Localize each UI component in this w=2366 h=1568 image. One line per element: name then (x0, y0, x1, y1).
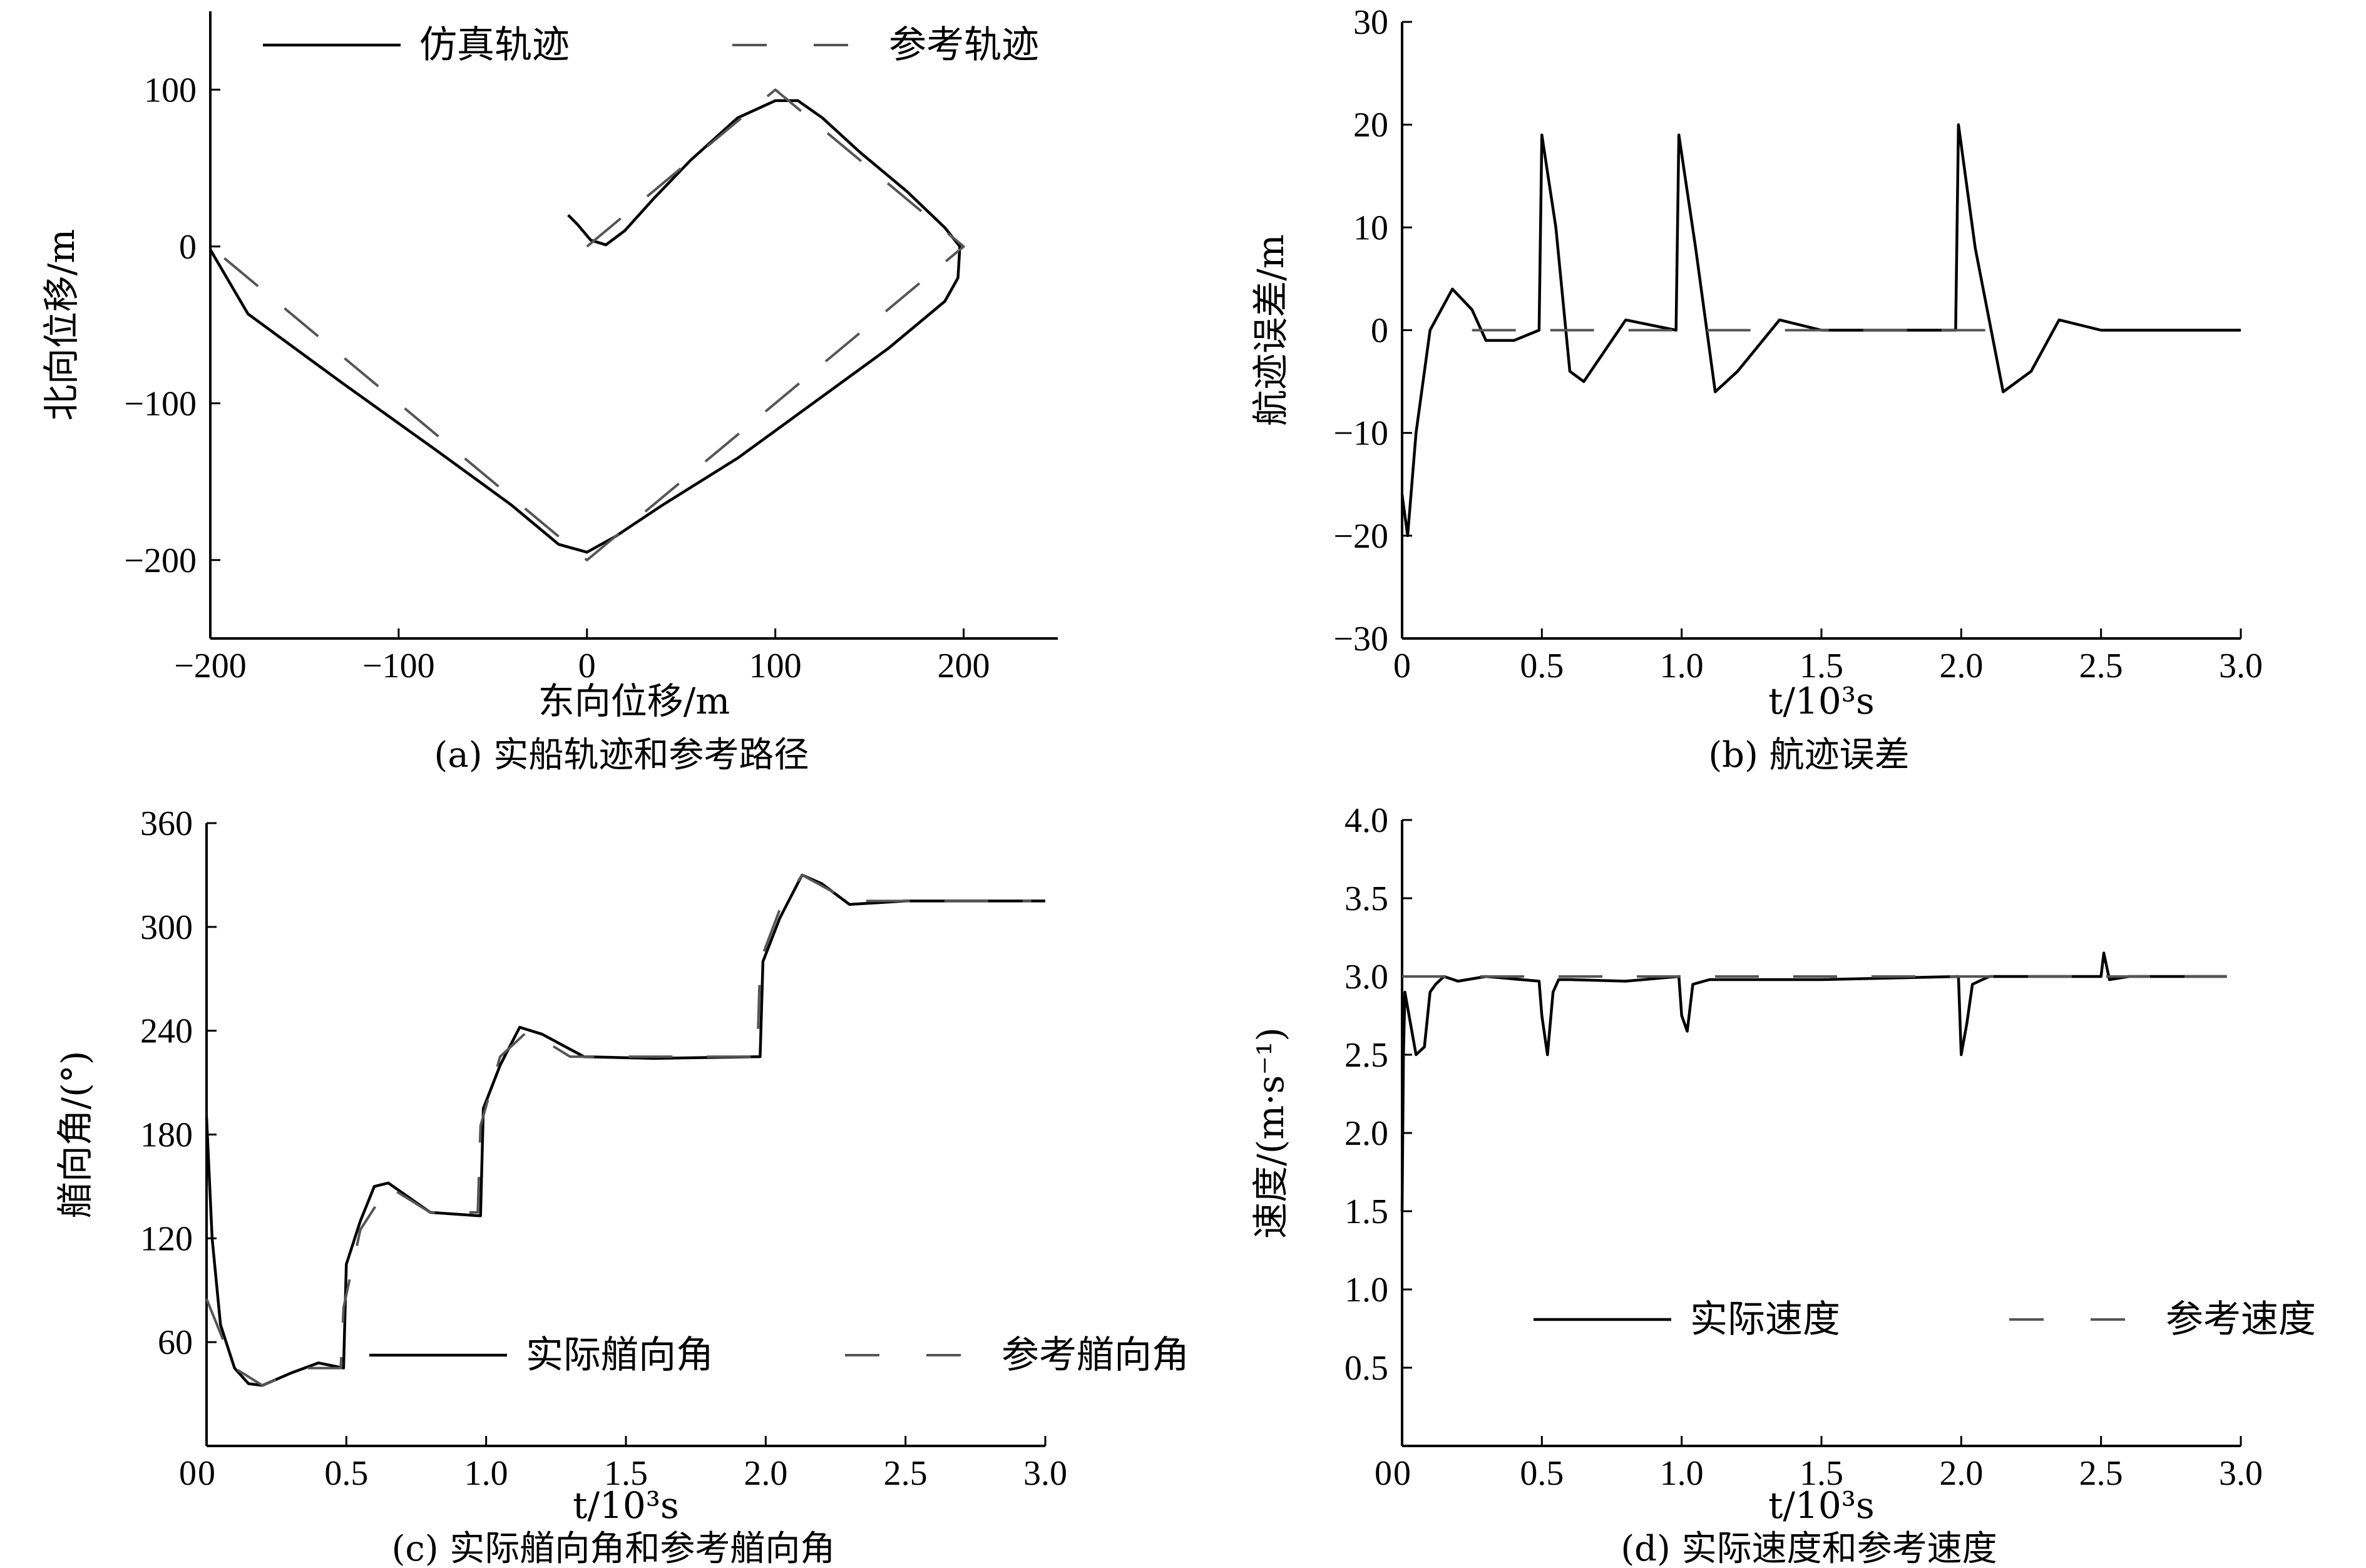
x-tick-label: −100 (362, 647, 435, 685)
y-tick-label: 360 (140, 804, 193, 843)
chart-caption: (a) 实船轨迹和参考路径 (434, 735, 809, 776)
x-tick-label: 2.5 (884, 1454, 928, 1493)
x-tick-label: 2.0 (1939, 647, 1983, 685)
y-tick-label: 4.0 (1344, 801, 1388, 840)
chart-caption: (b) 航迹误差 (1708, 735, 1909, 776)
y-tick-label: 0 (1371, 312, 1388, 351)
y-tick-label: 120 (140, 1219, 193, 1258)
y-tick-label: 1.5 (1344, 1192, 1388, 1231)
x-tick-label: 200 (938, 647, 990, 685)
x-tick-label: 2.0 (1939, 1454, 1983, 1493)
x-tick-label: 1.0 (464, 1454, 508, 1493)
x-tick-label: 0 (1393, 647, 1411, 685)
y-tick-label: 10 (1353, 208, 1388, 247)
legend: 实际艏向角 参考艏向角 (369, 1333, 1189, 1377)
y-tick-label: −200 (124, 541, 197, 580)
series-line-actual (205, 873, 1045, 1387)
y-tick-label: 2.0 (1344, 1114, 1388, 1153)
y-tick-label: −20 (1333, 517, 1388, 556)
y-tick-label: 3.0 (1344, 958, 1388, 997)
x-tick-label: 1.0 (1660, 647, 1704, 685)
chart-b: 0 0.5 1.0 1.5 2.0 2.5 3.0 −30 −20 −10 0 10 20 30 t/10³… (1249, 3, 2263, 776)
y-axis-title: 艏向角/(°) (54, 1051, 96, 1219)
x-tick-label: 0 (578, 647, 596, 685)
series-line-reference (209, 88, 965, 561)
x-axis-title: t/10³s (573, 1484, 679, 1527)
x-tick-label: 2.5 (2079, 647, 2123, 685)
x-tick-label: 2.0 (744, 1454, 787, 1493)
chart-a: −200 −100 0 100 200 −200 −100 0 100 东向位移/m 北向位移/m (… (40, 11, 1058, 776)
x-tick-label: 1.5 (604, 1454, 648, 1493)
legend-entry: 参考速度 (2166, 1298, 2316, 1341)
chart-caption: (d) 实际速度和参考速度 (1621, 1529, 1997, 1568)
x-tick-label: 3.0 (1023, 1454, 1067, 1493)
chart-c: 0 0.5 1.0 1.5 2.0 2.5 3.0 60 120 180 240 300 360 0 t/1… (54, 804, 1189, 1568)
origin-label: 0 (1375, 1454, 1392, 1493)
x-tick-label: 0.5 (324, 1454, 368, 1493)
y-axis-title: 航迹误差/m (1249, 234, 1292, 426)
y-tick-label: 100 (144, 71, 197, 110)
chart-d: 0 0.5 1.0 1.5 2.0 2.5 3.0 0.5 1.0 1.5 2.0 2.5 3.0 3.5… (1249, 801, 2316, 1568)
x-tick-label: 3.0 (2219, 1454, 2263, 1493)
legend-entry: 实际艏向角 (526, 1333, 714, 1377)
x-tick-label: −200 (174, 647, 247, 685)
x-tick-label: 1.0 (1660, 1454, 1704, 1493)
series-line-actual (1400, 951, 2227, 1212)
x-tick-label: 0.5 (1520, 1454, 1564, 1493)
y-tick-label: 300 (140, 908, 193, 947)
origin-label: 0 (179, 1454, 197, 1493)
x-axis-title: t/10³s (1768, 680, 1875, 722)
chart-caption: (c) 实际艏向角和参考艏向角 (392, 1529, 836, 1568)
y-tick-label: 180 (140, 1116, 193, 1155)
legend-entry: 参考轨迹 (889, 23, 1039, 67)
x-axis-title: t/10³s (1768, 1484, 1875, 1527)
series-line-actual (1400, 123, 2241, 538)
y-tick-label: −30 (1333, 620, 1388, 658)
x-tick-label: 0 (1393, 1454, 1411, 1493)
y-tick-label: 60 (158, 1323, 193, 1362)
legend-entry: 仿真轨迹 (419, 23, 570, 67)
y-tick-label: 3.5 (1344, 879, 1388, 918)
y-tick-label: 0 (179, 228, 197, 267)
legend: 实际速度 参考速度 (1534, 1298, 2316, 1341)
y-tick-label: 1.0 (1344, 1271, 1388, 1309)
legend-entry: 实际速度 (1690, 1298, 1840, 1341)
y-axis-title: 速度/(m·s⁻¹) (1249, 1027, 1292, 1239)
y-tick-label: −100 (124, 384, 197, 423)
y-tick-label: 30 (1353, 3, 1388, 42)
legend-entry: 参考艏向角 (1001, 1333, 1189, 1377)
y-tick-label: 240 (140, 1012, 193, 1051)
y-tick-label: −10 (1333, 414, 1388, 453)
x-tick-label: 3.0 (2219, 647, 2263, 685)
x-tick-label: 1.5 (1800, 1454, 1843, 1493)
x-tick-label: 100 (749, 647, 802, 685)
series-line-actual (209, 99, 961, 554)
x-tick-label: 1.5 (1800, 647, 1843, 685)
series-line-reference (205, 873, 1032, 1387)
y-tick-label: 2.5 (1344, 1036, 1388, 1075)
y-tick-label: 0.5 (1344, 1349, 1388, 1388)
x-tick-label: 0 (198, 1454, 215, 1493)
x-tick-label: 2.5 (2079, 1454, 2123, 1493)
legend: 仿真轨迹 参考轨迹 (263, 23, 1039, 67)
y-tick-label: 20 (1353, 106, 1388, 145)
y-axis-title: 北向位移/m (40, 229, 83, 421)
x-axis-title: 东向位移/m (538, 680, 730, 722)
x-tick-label: 0.5 (1520, 647, 1564, 685)
